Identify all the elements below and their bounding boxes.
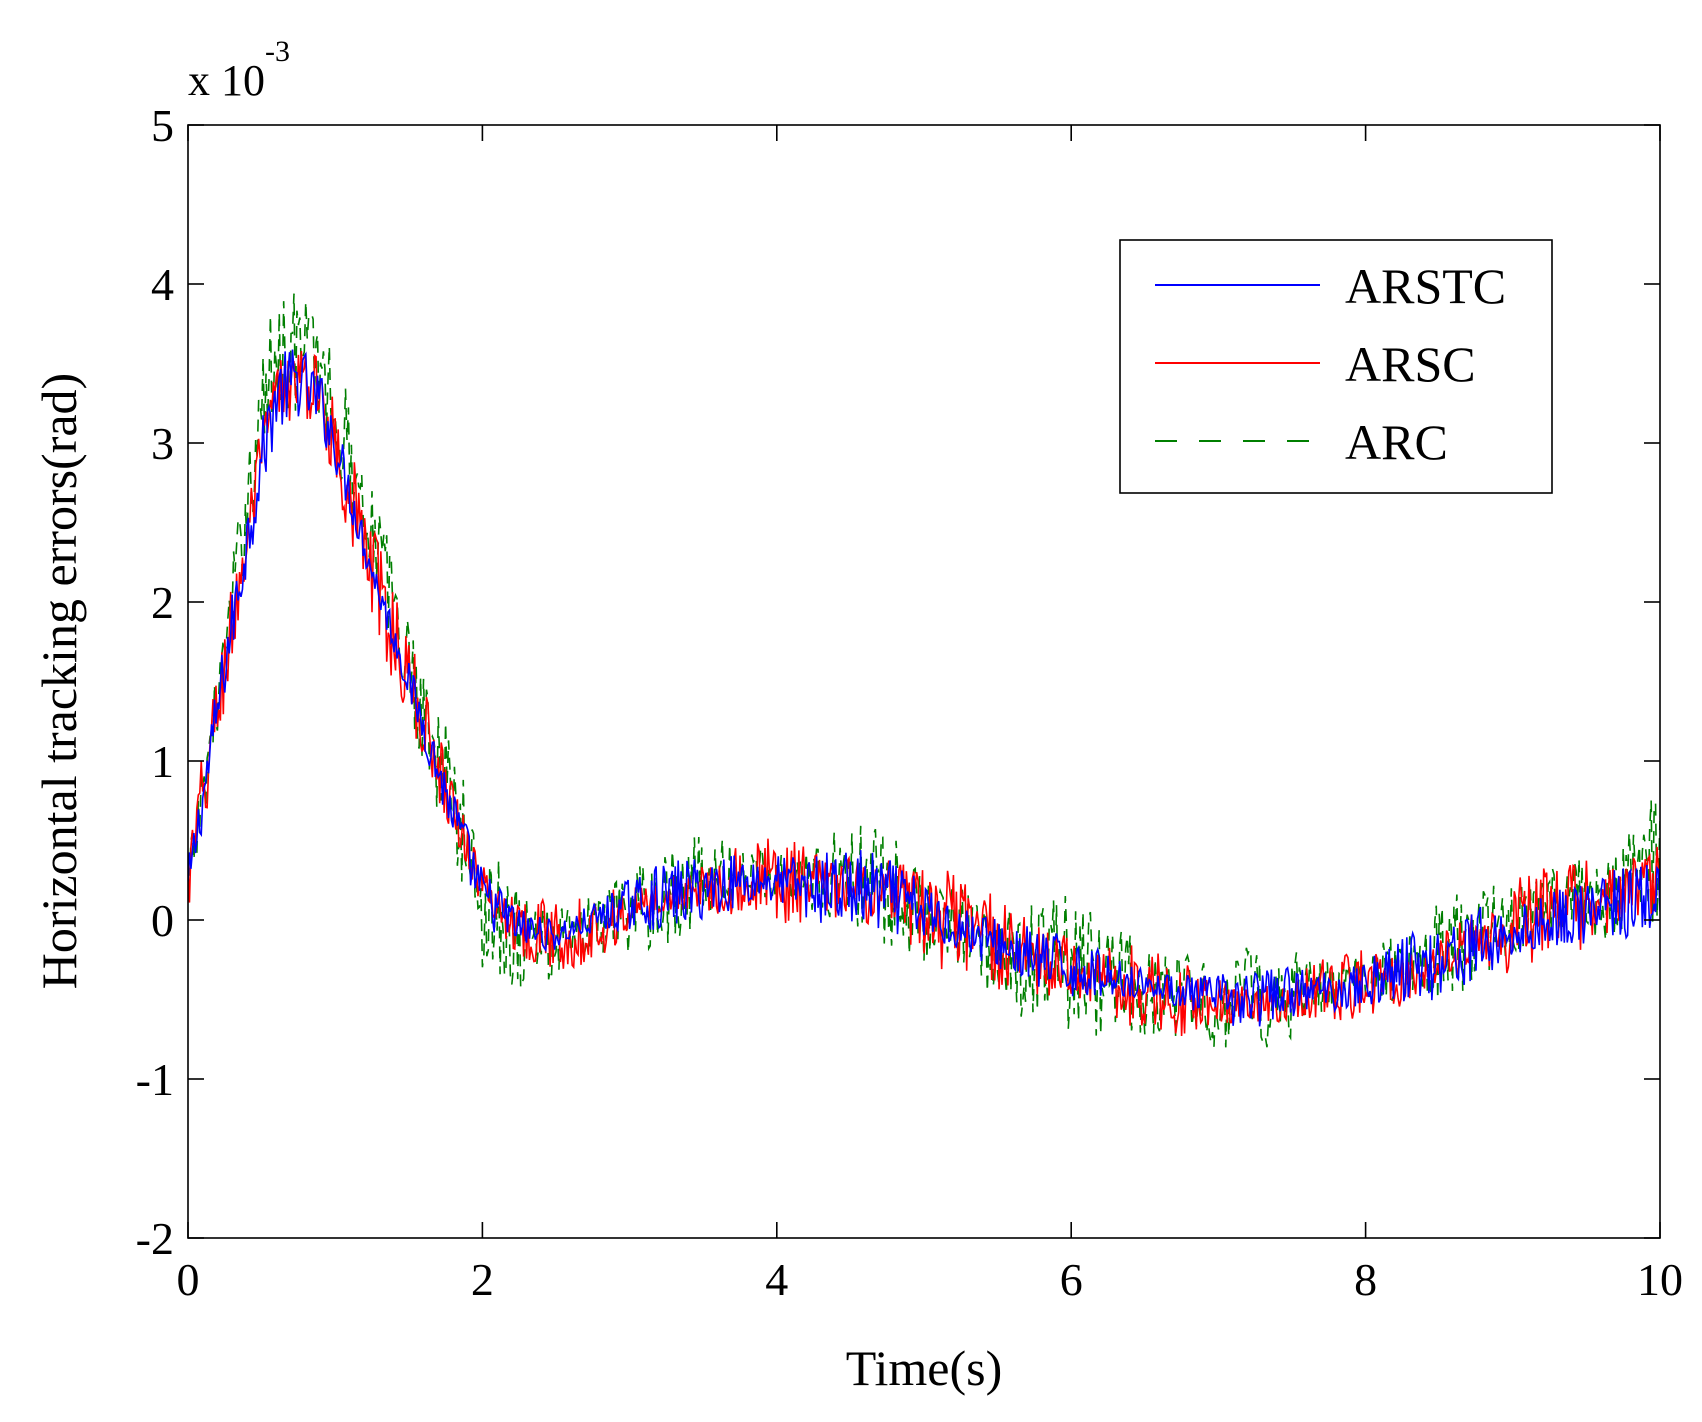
x-tick-label: 2	[471, 1254, 494, 1305]
y-tick-label: 3	[151, 418, 174, 469]
legend-label-arc: ARC	[1345, 414, 1448, 470]
x-tick-label: 4	[765, 1254, 788, 1305]
y-tick-label: 0	[151, 895, 174, 946]
series-layer	[188, 293, 1660, 1048]
ticks-layer: 0 2 4 6 8 10 -2 -1 0 1 2 3 4 5	[136, 100, 1683, 1305]
series-line-arsc	[188, 351, 1660, 1037]
y-tick-label: -1	[136, 1054, 174, 1105]
legend-label-arsc: ARSC	[1345, 336, 1476, 392]
y-scale-exponent: -3	[265, 35, 290, 68]
legend: ARSTC ARSC ARC	[1119, 239, 1553, 494]
y-tick-label: 1	[151, 736, 174, 787]
x-tick-label: 10	[1637, 1254, 1683, 1305]
y-tick-label: 4	[151, 259, 174, 310]
x-axis-label: Time(s)	[846, 1340, 1003, 1396]
x-tick-label: 6	[1060, 1254, 1083, 1305]
x-tick-label: 8	[1354, 1254, 1377, 1305]
y-axis-label: Horizontal tracking errors(rad)	[31, 373, 87, 989]
y-scale-label: x 10-3	[188, 35, 290, 105]
y-tick-label: 2	[151, 577, 174, 628]
series-line-arstc	[188, 349, 1660, 1027]
y-tick-label: 5	[151, 100, 174, 151]
legend-label-arstc: ARSTC	[1345, 258, 1506, 314]
y-scale-base: x 10	[188, 56, 265, 105]
y-tick-label: -2	[136, 1213, 174, 1264]
legend-box	[1119, 239, 1553, 494]
axes-frame	[187, 124, 1661, 1239]
x-tick-label: 0	[177, 1254, 200, 1305]
